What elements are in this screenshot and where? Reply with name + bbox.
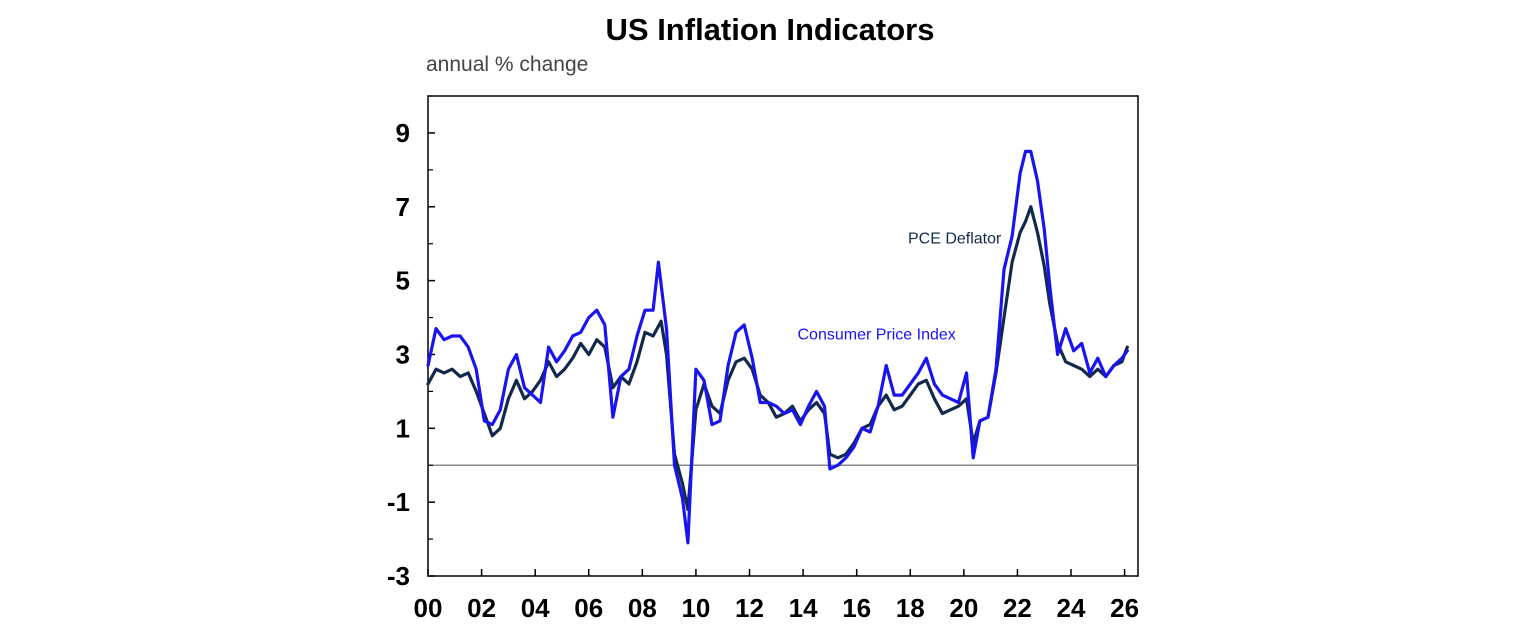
y-axis: 9 7 5 3 1 -1 -3 xyxy=(387,95,435,591)
x-tick-label: 16 xyxy=(842,593,871,623)
x-tick-label: 00 xyxy=(414,593,443,623)
y-tick-label: 5 xyxy=(396,266,410,296)
x-tick-label: 20 xyxy=(949,593,978,623)
x-tick-label: 12 xyxy=(735,593,764,623)
y-tick-label: 3 xyxy=(396,339,410,369)
y-tick-label: 7 xyxy=(396,192,410,222)
chart-subtitle: annual % change xyxy=(426,53,588,76)
x-tick-label: 08 xyxy=(628,593,657,623)
x-tick-label: 04 xyxy=(521,593,550,623)
x-tick-label: 18 xyxy=(896,593,925,623)
y-tick-label: 1 xyxy=(396,413,410,443)
x-tick-label: 14 xyxy=(789,593,818,623)
x-tick-label: 02 xyxy=(467,593,496,623)
y-tick-label: -1 xyxy=(387,487,410,517)
chart-title: US Inflation Indicators xyxy=(606,12,935,47)
annotation-layer: PCE Deflator Consumer Price Index xyxy=(798,231,1003,344)
x-tick-label: 24 xyxy=(1057,593,1086,623)
series-label: PCE Deflator xyxy=(908,231,1002,248)
x-tick-label: 06 xyxy=(574,593,603,623)
x-tick-label: 10 xyxy=(681,593,710,623)
x-axis: 00 02 04 06 08 10 12 14 16 18 20 22 24 26 xyxy=(414,569,1139,623)
plot-frame xyxy=(427,95,1139,577)
series-line-1 xyxy=(426,149,1129,545)
series-layer xyxy=(426,149,1129,545)
y-tick-label: -3 xyxy=(387,561,410,591)
series-line-0 xyxy=(426,205,1129,512)
x-tick-label: 22 xyxy=(1003,593,1032,623)
y-tick-label: 9 xyxy=(396,118,410,148)
series-label: Consumer Price Index xyxy=(798,327,956,344)
x-tick-label: 26 xyxy=(1110,593,1139,623)
